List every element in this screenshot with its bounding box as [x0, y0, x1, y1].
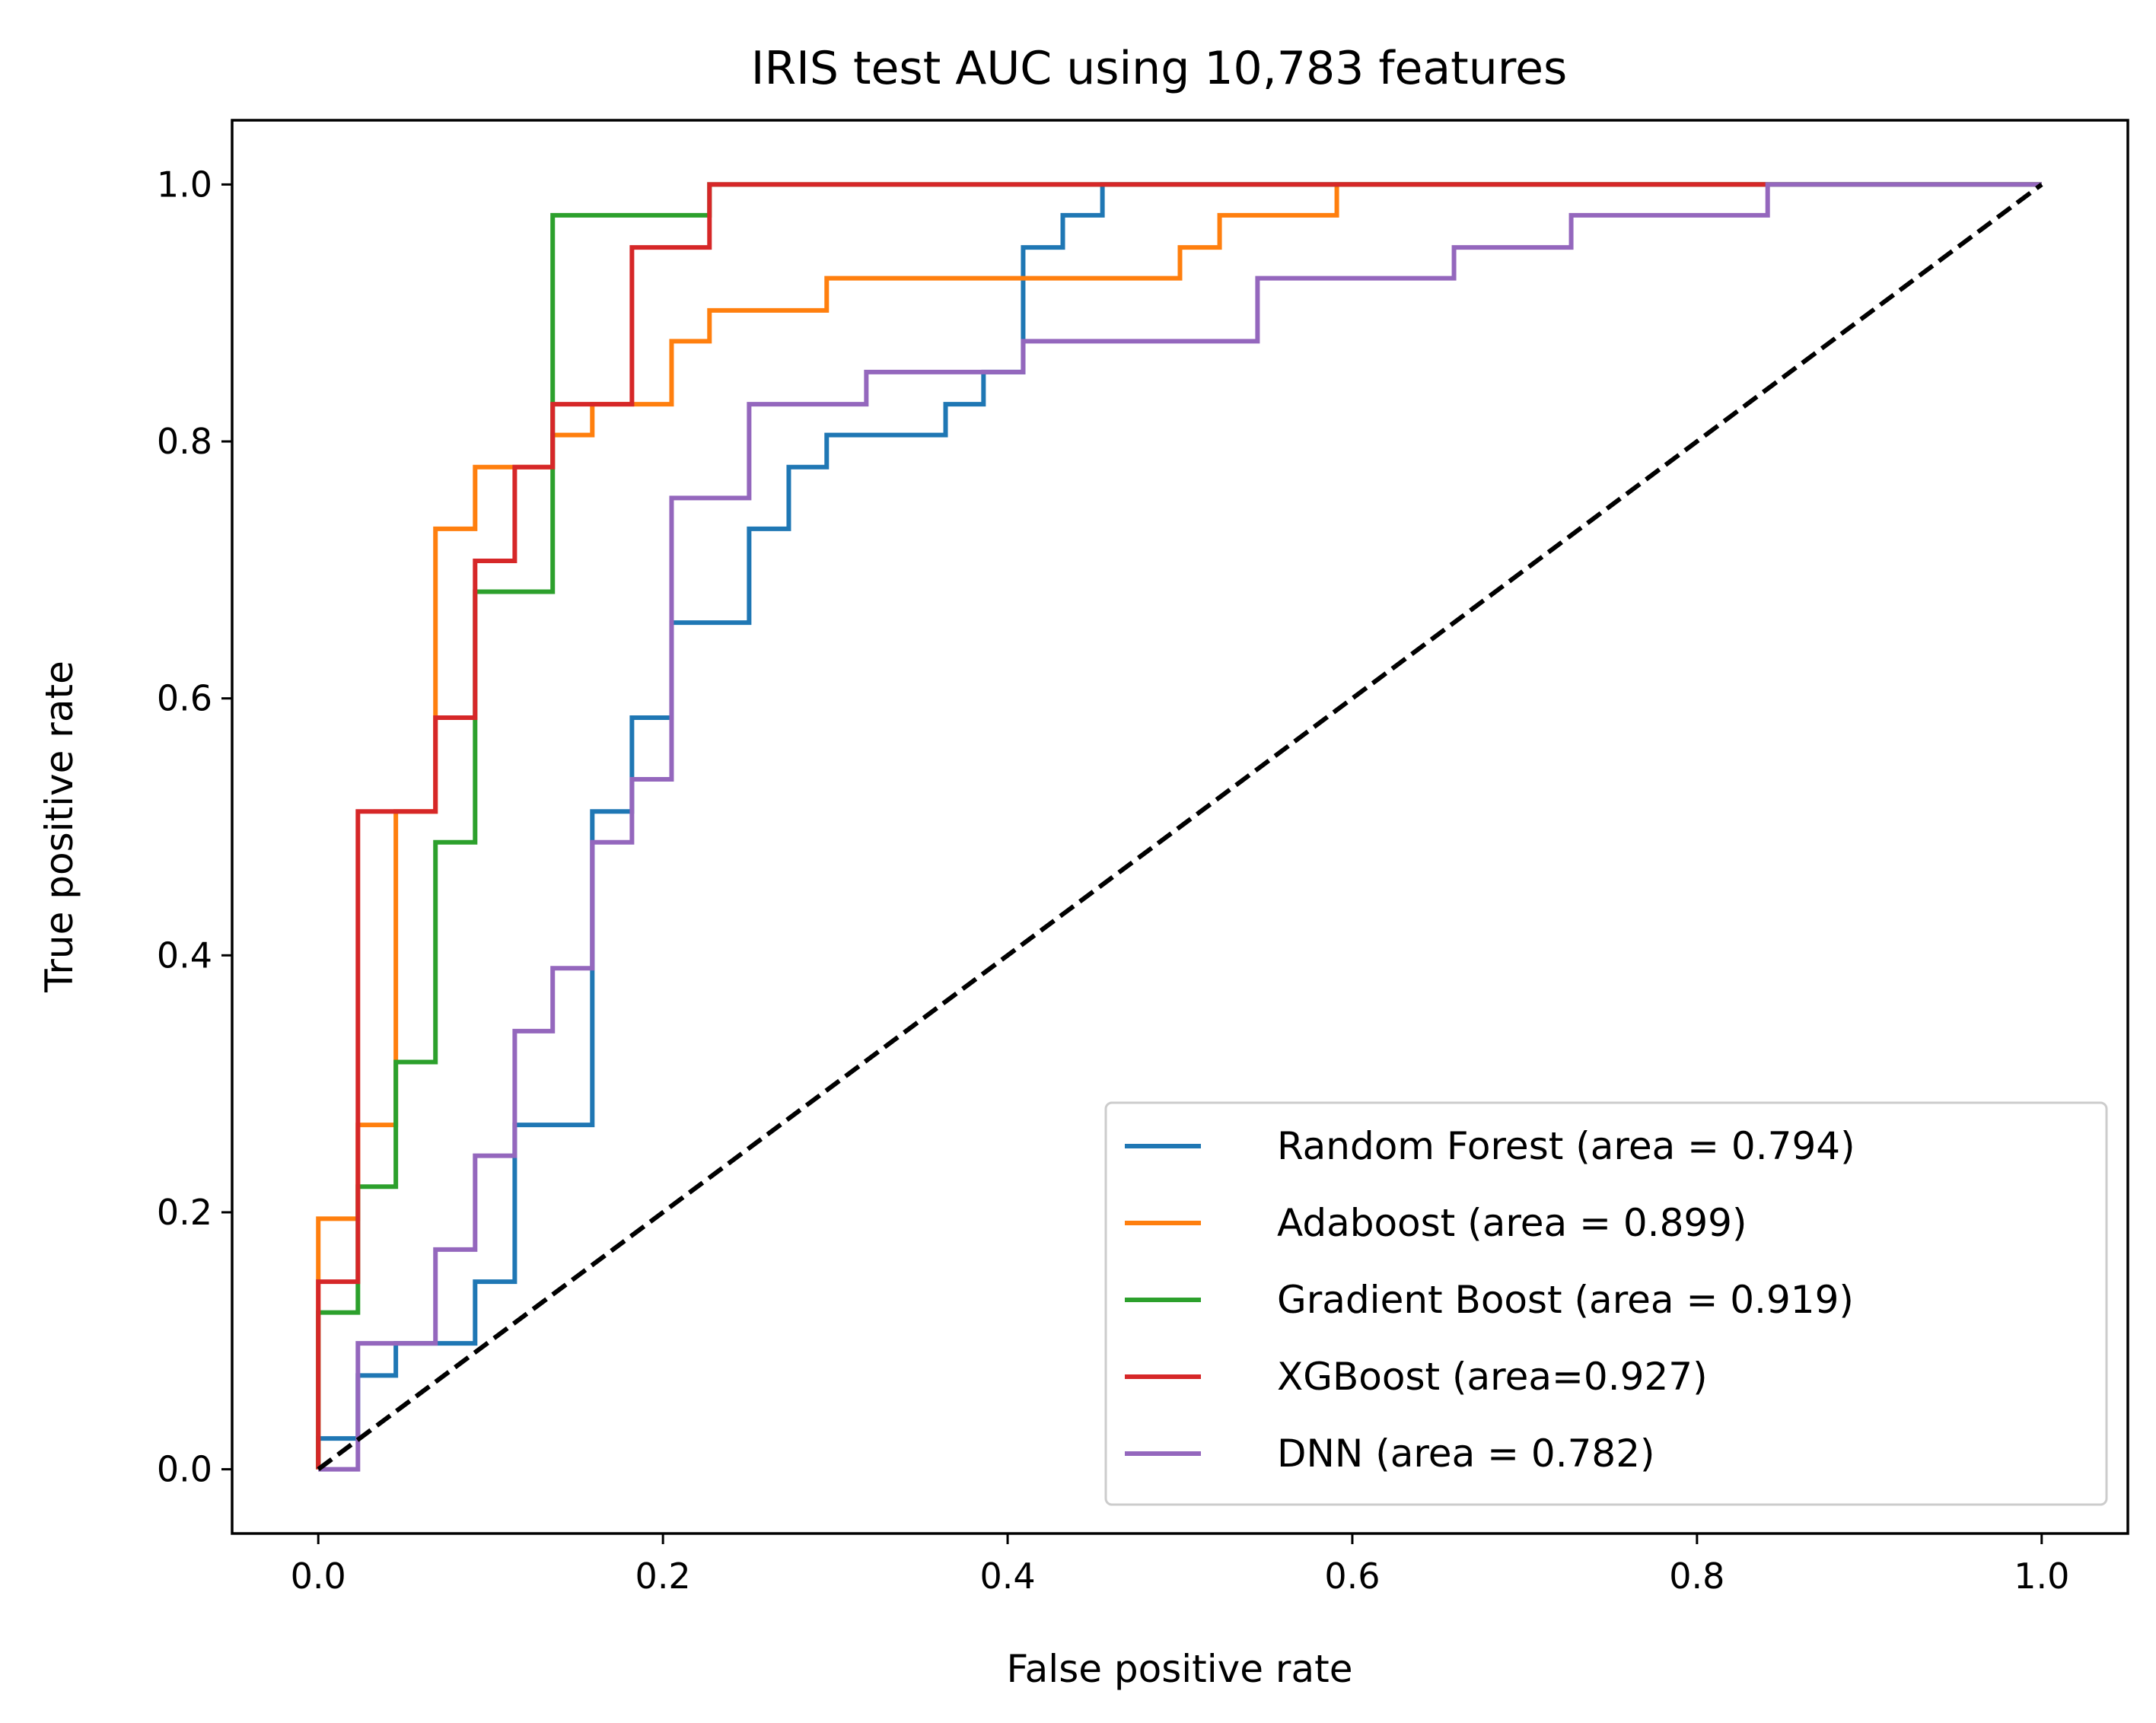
- y-tick-label: 0.4: [157, 935, 212, 976]
- y-tick-label: 0.8: [157, 421, 212, 462]
- diagonal-reference-line: [317, 183, 2043, 1471]
- x-tick-label: 0.8: [1669, 1556, 1724, 1597]
- legend-box: [1104, 1101, 2108, 1506]
- axis-ticks: 0.0 0.2 0.4 0.6 0.8 1.0 0.0 0.2 0.4 0.6 0.8 1.0: [157, 164, 2070, 1597]
- legend-label-3: Gradient Boost (area = 0.919): [1277, 1278, 1854, 1322]
- plot-frame: [231, 119, 2129, 1535]
- y-tick-label: 0.0: [157, 1449, 212, 1490]
- y-axis-label: True positive rate: [37, 661, 81, 993]
- legend: Random Forest (area = 0.794) Adaboost (ar…: [1104, 1101, 2108, 1506]
- x-tick-label: 0.6: [1324, 1556, 1380, 1597]
- x-tick-label: 0.2: [635, 1556, 691, 1597]
- y-tick-label: 1.0: [157, 164, 212, 205]
- y-tick-label: 0.6: [157, 678, 212, 719]
- x-tick-label: 0.0: [291, 1556, 346, 1597]
- chart-title: IRIS test AUC using 10,783 features: [751, 42, 1568, 95]
- y-tick-label: 0.2: [157, 1192, 212, 1233]
- legend-label-2: Adaboost (area = 0.899): [1277, 1201, 1747, 1245]
- x-tick-label: 0.4: [979, 1556, 1035, 1597]
- legend-label-4: XGBoost (area=0.927): [1277, 1355, 1708, 1399]
- series-line-4: [316, 182, 1768, 1470]
- plot-area: [316, 182, 2043, 1472]
- x-axis-label: False positive rate: [1007, 1647, 1353, 1691]
- series-line-5: [318, 182, 2042, 1472]
- legend-label-5: DNN (area = 0.782): [1277, 1432, 1655, 1476]
- x-tick-label: 1.0: [2014, 1556, 2069, 1597]
- legend-label-1: Random Forest (area = 0.794): [1277, 1124, 1855, 1168]
